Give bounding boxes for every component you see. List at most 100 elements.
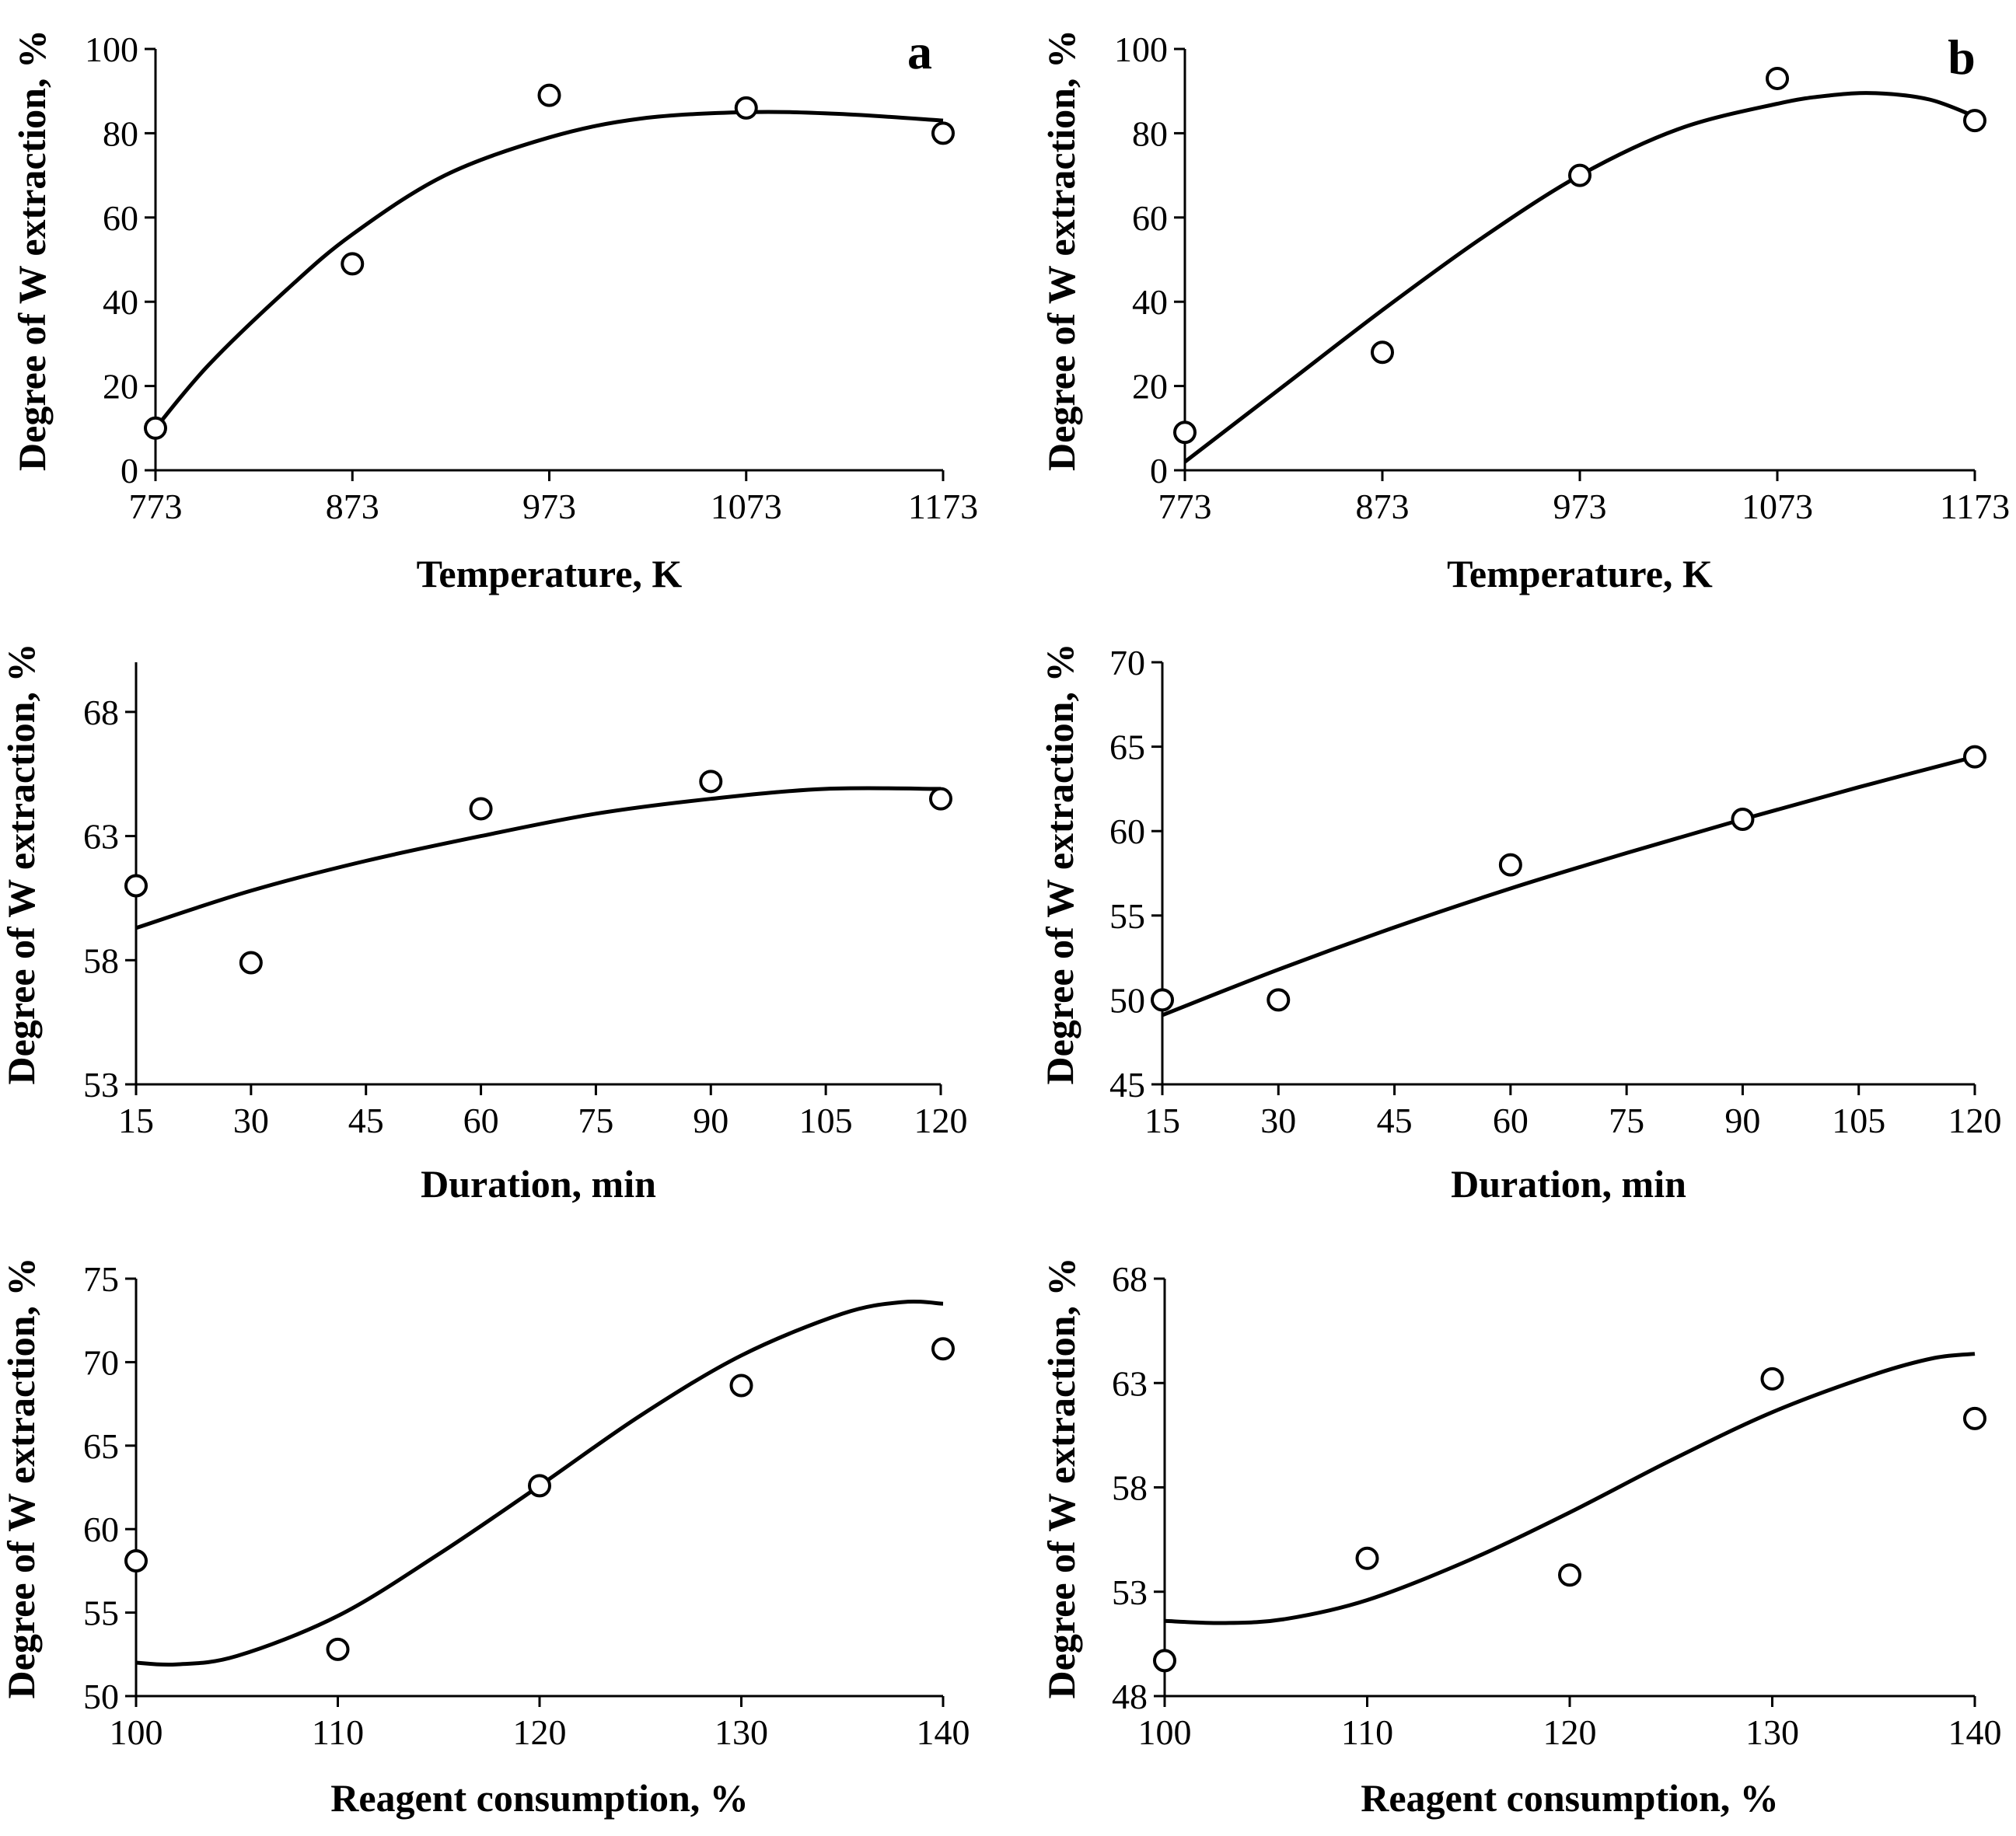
data-point — [929, 787, 952, 811]
x-tick-label: 90 — [693, 1101, 728, 1140]
x-tick-label: 30 — [233, 1101, 269, 1140]
data-point — [1963, 109, 1986, 133]
fit-curve — [135, 786, 942, 930]
y-tick-label: 48 — [1112, 1677, 1148, 1716]
y-tick-label: 70 — [83, 1342, 119, 1382]
data-point — [734, 96, 758, 120]
fit-curve — [1162, 755, 1976, 1017]
x-tick-label: 30 — [1260, 1101, 1296, 1140]
x-tick-label: 773 — [1158, 487, 1212, 526]
y-tick-label: 53 — [83, 1065, 119, 1105]
y-tick-label: 100 — [1114, 30, 1168, 69]
data-point — [1173, 421, 1197, 445]
x-axis-title: Duration, min — [421, 1162, 656, 1206]
data-point — [1760, 1367, 1784, 1391]
x-tick-label: 120 — [513, 1712, 567, 1752]
y-tick-label: 58 — [1112, 1468, 1148, 1508]
y-tick-label: 53 — [1112, 1572, 1148, 1612]
y-tick-label: 20 — [103, 367, 138, 407]
x-axis-title: Duration, min — [1451, 1162, 1686, 1206]
y-axis-title: Degree of W extraction, % — [1039, 1258, 1083, 1699]
data-point — [1498, 853, 1522, 877]
y-tick-label: 65 — [1109, 728, 1145, 767]
y-tick-label: 20 — [1132, 367, 1168, 407]
x-tick-label: 45 — [1377, 1101, 1413, 1140]
x-tick-label: 1073 — [711, 487, 782, 526]
data-point — [239, 951, 263, 975]
x-tick-label: 140 — [917, 1712, 970, 1752]
y-tick-label: 70 — [1109, 643, 1145, 682]
y-tick-label: 75 — [83, 1259, 119, 1299]
data-point — [537, 83, 561, 107]
y-tick-label: 55 — [1109, 896, 1145, 936]
fit-curve — [1164, 1352, 1976, 1625]
y-tick-label: 50 — [1109, 980, 1145, 1020]
x-axis-title: Temperature, K — [1447, 552, 1713, 595]
data-point — [144, 416, 167, 440]
x-tick-label: 15 — [1144, 1101, 1180, 1140]
x-tick-label: 120 — [914, 1101, 968, 1140]
chart-panel-6: 48 53 58 63 68 100 110 120 130 140 Reagent consump… — [1039, 1258, 2002, 1820]
data-point — [124, 874, 148, 898]
x-tick-label: 90 — [1724, 1101, 1760, 1140]
y-tick-label: 80 — [1132, 113, 1168, 153]
x-tick-label: 140 — [1948, 1712, 2002, 1752]
chart-panel-1: 0 20 40 60 80 100 773 873 973 1073 1173 Temperature… — [10, 24, 978, 595]
x-tick-label: 873 — [1356, 487, 1410, 526]
x-tick-label: 973 — [522, 487, 576, 526]
data-point — [1153, 1649, 1176, 1673]
data-point — [469, 797, 493, 821]
y-axis-title: Degree of W extraction, % — [0, 1258, 43, 1699]
x-tick-label: 45 — [348, 1101, 384, 1140]
y-tick-label: 63 — [83, 817, 119, 857]
data-point — [1963, 1406, 1986, 1430]
data-point — [341, 252, 365, 276]
x-tick-label: 120 — [1543, 1712, 1597, 1752]
data-point — [729, 1374, 753, 1398]
y-tick-label: 60 — [103, 198, 138, 238]
panel-label: b — [1948, 30, 1976, 85]
x-tick-label: 75 — [578, 1101, 613, 1140]
x-tick-label: 110 — [312, 1712, 364, 1752]
x-tick-label: 130 — [1745, 1712, 1799, 1752]
x-tick-label: 1073 — [1742, 487, 1813, 526]
x-tick-label: 873 — [326, 487, 379, 526]
data-point — [931, 121, 955, 145]
y-tick-label: 100 — [85, 30, 138, 69]
y-tick-label: 68 — [83, 693, 119, 732]
panel-label: a — [907, 24, 932, 79]
y-tick-label: 0 — [121, 451, 138, 490]
x-tick-label: 105 — [799, 1101, 853, 1140]
y-axis-title: Degree of W extraction, % — [1038, 644, 1081, 1085]
chart-panel-3: 53 58 63 68 15 30 45 60 75 90 105 120 Duration, min D… — [0, 644, 968, 1206]
y-tick-label: 0 — [1150, 451, 1168, 490]
data-point — [1355, 1546, 1379, 1570]
y-axis-title: Degree of W extraction, % — [10, 30, 54, 471]
data-point — [699, 770, 723, 794]
chart-panel-2: 0 20 40 60 80 100 773 873 973 1073 1173 Temperature… — [1039, 30, 2010, 595]
x-tick-label: 110 — [1341, 1712, 1393, 1752]
x-tick-label: 105 — [1832, 1101, 1885, 1140]
y-tick-label: 63 — [1112, 1363, 1148, 1403]
data-point — [931, 1337, 955, 1361]
data-point — [1371, 340, 1394, 365]
x-tick-label: 773 — [129, 487, 183, 526]
y-tick-label: 60 — [83, 1510, 119, 1549]
data-point — [124, 1549, 148, 1573]
x-tick-label: 100 — [1138, 1712, 1192, 1752]
x-tick-label: 973 — [1553, 487, 1607, 526]
x-axis-title: Temperature, K — [417, 552, 683, 595]
y-axis-title: Degree of W extraction, % — [0, 644, 43, 1085]
y-tick-label: 60 — [1132, 198, 1168, 238]
y-tick-label: 68 — [1112, 1259, 1148, 1299]
y-tick-label: 65 — [83, 1426, 119, 1466]
y-tick-label: 58 — [83, 941, 119, 980]
data-point — [1267, 988, 1291, 1012]
data-point — [1963, 745, 1986, 769]
x-axis-title: Reagent consumption, % — [1361, 1776, 1779, 1820]
x-tick-label: 100 — [110, 1712, 163, 1752]
y-tick-label: 50 — [83, 1677, 119, 1716]
fit-curve — [154, 110, 944, 430]
x-tick-label: 60 — [1493, 1101, 1529, 1140]
